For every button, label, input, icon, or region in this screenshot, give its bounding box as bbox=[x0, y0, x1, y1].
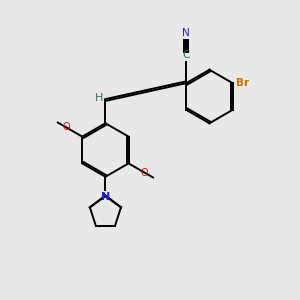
Text: O: O bbox=[141, 168, 148, 178]
Text: N: N bbox=[182, 28, 190, 38]
Text: Br: Br bbox=[236, 78, 249, 88]
Text: N: N bbox=[101, 192, 110, 202]
Text: O: O bbox=[62, 122, 70, 132]
Text: H: H bbox=[95, 93, 103, 103]
Text: C: C bbox=[183, 50, 190, 60]
